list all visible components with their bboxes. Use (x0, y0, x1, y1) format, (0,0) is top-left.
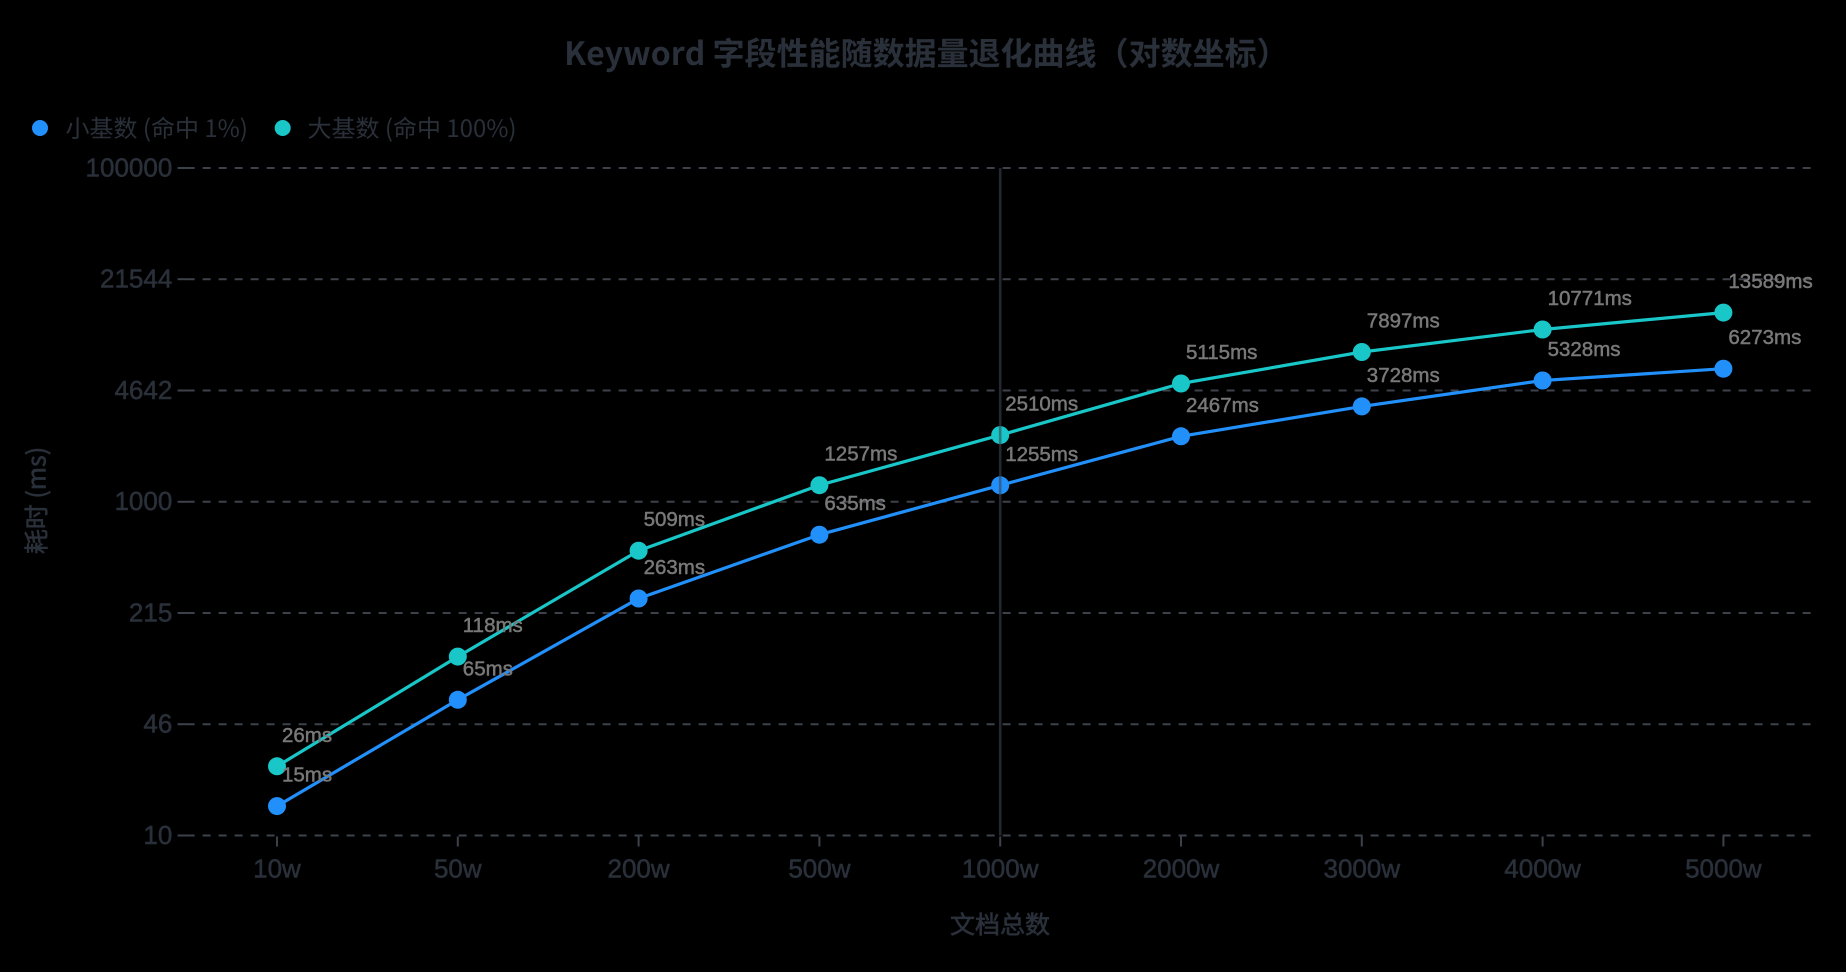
svg-text:1000: 1000 (114, 486, 172, 516)
svg-text:15ms: 15ms (282, 764, 332, 787)
svg-text:4642: 4642 (114, 375, 172, 405)
svg-text:26ms: 26ms (282, 724, 332, 747)
svg-text:215: 215 (129, 597, 172, 627)
svg-text:2000w: 2000w (1143, 854, 1220, 884)
svg-text:3000w: 3000w (1323, 854, 1400, 884)
svg-text:1255ms: 1255ms (1005, 443, 1078, 466)
svg-text:46: 46 (143, 709, 172, 739)
svg-text:13589ms: 13589ms (1728, 270, 1812, 293)
svg-text:2467ms: 2467ms (1186, 394, 1259, 417)
svg-text:5115ms: 5115ms (1186, 341, 1257, 364)
svg-text:50w: 50w (434, 854, 482, 884)
svg-text:10771ms: 10771ms (1548, 287, 1632, 310)
svg-text:3728ms: 3728ms (1367, 364, 1440, 387)
svg-text:635ms: 635ms (824, 492, 886, 515)
svg-text:118ms: 118ms (463, 614, 523, 637)
svg-text:1000w: 1000w (962, 854, 1039, 884)
svg-text:5328ms: 5328ms (1548, 338, 1621, 361)
svg-text:21544: 21544 (100, 264, 172, 294)
svg-text:65ms: 65ms (463, 657, 513, 680)
svg-text:5000w: 5000w (1685, 854, 1762, 884)
svg-text:509ms: 509ms (644, 508, 706, 531)
svg-text:1257ms: 1257ms (824, 443, 897, 466)
svg-text:100000: 100000 (86, 152, 173, 182)
svg-text:10w: 10w (253, 854, 301, 884)
svg-text:7897ms: 7897ms (1367, 310, 1440, 333)
svg-text:2510ms: 2510ms (1005, 393, 1078, 416)
svg-text:500w: 500w (788, 854, 850, 884)
svg-text:200w: 200w (608, 854, 670, 884)
svg-text:6273ms: 6273ms (1728, 326, 1801, 349)
svg-text:10: 10 (143, 820, 172, 850)
svg-text:4000w: 4000w (1504, 854, 1581, 884)
svg-text:263ms: 263ms (644, 556, 706, 579)
